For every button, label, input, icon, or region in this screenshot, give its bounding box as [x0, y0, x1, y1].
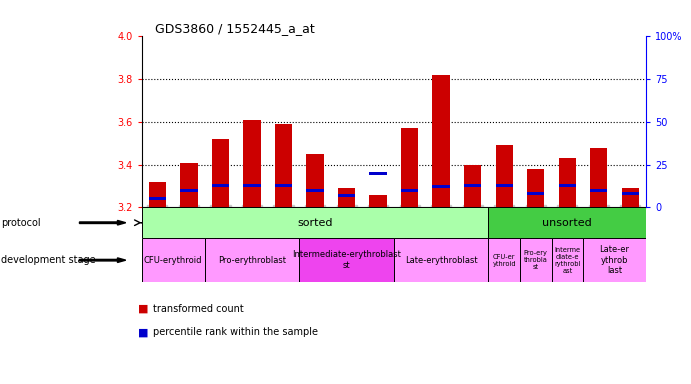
- Bar: [142, 238, 205, 282]
- Bar: [243, 120, 261, 207]
- Bar: [180, 189, 198, 192]
- Bar: [205, 238, 299, 282]
- Text: Pro-ery
throbla
st: Pro-ery throbla st: [524, 250, 548, 270]
- Bar: [212, 184, 229, 187]
- Bar: [370, 172, 387, 175]
- Text: unsorted: unsorted: [542, 218, 592, 228]
- Text: ■: ■: [138, 304, 149, 314]
- Text: percentile rank within the sample: percentile rank within the sample: [153, 327, 319, 337]
- Bar: [180, 162, 198, 207]
- Bar: [495, 146, 513, 207]
- Bar: [149, 197, 166, 200]
- Bar: [212, 139, 229, 207]
- Text: development stage: development stage: [1, 255, 96, 265]
- Text: CFU-er
ythroid: CFU-er ythroid: [493, 254, 516, 266]
- Bar: [338, 194, 355, 197]
- Bar: [551, 238, 583, 282]
- Text: Intermediate-erythroblast
st: Intermediate-erythroblast st: [292, 250, 401, 270]
- Text: Pro-erythroblast: Pro-erythroblast: [218, 256, 286, 265]
- Bar: [299, 238, 394, 282]
- Bar: [275, 124, 292, 207]
- Bar: [590, 147, 607, 207]
- Bar: [338, 188, 355, 207]
- Bar: [590, 189, 607, 192]
- Bar: [558, 158, 576, 207]
- Bar: [394, 238, 489, 282]
- Bar: [520, 238, 551, 282]
- Bar: [622, 192, 639, 195]
- Bar: [583, 238, 646, 282]
- Text: Interme
diate-e
rythrobl
ast: Interme diate-e rythrobl ast: [554, 247, 580, 274]
- Text: Late-erythroblast: Late-erythroblast: [405, 256, 477, 265]
- Text: CFU-erythroid: CFU-erythroid: [144, 256, 202, 265]
- Bar: [370, 195, 387, 207]
- Bar: [464, 165, 482, 207]
- Bar: [401, 128, 418, 207]
- Text: transformed count: transformed count: [153, 304, 244, 314]
- Bar: [495, 184, 513, 187]
- Bar: [275, 184, 292, 187]
- Bar: [464, 184, 482, 187]
- Bar: [433, 75, 450, 207]
- Text: sorted: sorted: [297, 218, 333, 228]
- Text: ■: ■: [138, 327, 149, 337]
- Bar: [243, 184, 261, 187]
- Bar: [489, 207, 646, 238]
- Bar: [149, 182, 166, 207]
- Bar: [558, 184, 576, 187]
- Bar: [433, 185, 450, 189]
- Bar: [401, 189, 418, 192]
- Bar: [527, 169, 545, 207]
- Bar: [527, 192, 545, 195]
- Bar: [622, 188, 639, 207]
- Text: Late-er
ythrob
last: Late-er ythrob last: [600, 245, 630, 275]
- Bar: [489, 238, 520, 282]
- Bar: [306, 154, 323, 207]
- Bar: [142, 207, 489, 238]
- Bar: [306, 189, 323, 192]
- Text: GDS3860 / 1552445_a_at: GDS3860 / 1552445_a_at: [155, 22, 315, 35]
- Text: protocol: protocol: [1, 218, 41, 228]
